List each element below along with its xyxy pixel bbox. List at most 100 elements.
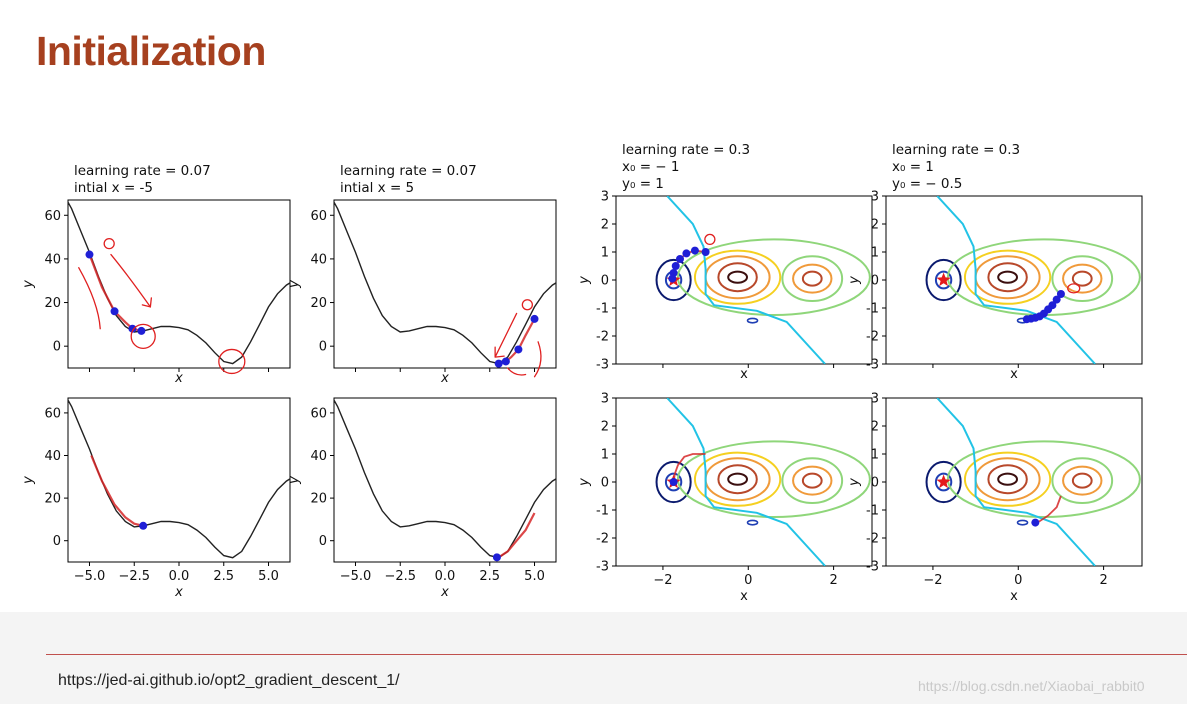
hand-annotation (494, 299, 542, 378)
iteration-point (701, 248, 710, 256)
x-tick-label: 2 (829, 573, 837, 588)
y-tick-label: 0 (319, 534, 327, 549)
y-tick-label: 0 (871, 274, 879, 289)
annotation-circle (103, 237, 115, 250)
contour-line (925, 460, 962, 504)
x-tick-label: 2.5 (479, 569, 500, 584)
y-tick-label: -3 (596, 358, 609, 373)
y-tick-label: -1 (596, 504, 609, 519)
x-axis-label: x (1010, 367, 1018, 382)
y-tick-label: 3 (871, 392, 879, 407)
figure-2d-contour-gradient-descent: learning rate = 0.3x₀ = − 1y₀ = 1-3-2-10… (577, 142, 1143, 604)
y-tick-label: 0 (601, 476, 609, 491)
x-tick-label: 0.0 (169, 569, 190, 584)
contour-line (936, 196, 1096, 364)
contour-line (781, 255, 844, 303)
contour-line (1062, 465, 1103, 496)
y-tick-label: 2 (871, 218, 879, 233)
y-tick-label: -3 (866, 358, 879, 373)
footer-divider (46, 654, 1187, 655)
y-axis-label: y (847, 478, 862, 487)
iteration-point (1022, 315, 1031, 324)
y-tick-label: 0 (601, 274, 609, 289)
plot-title-line: x₀ = 1 (892, 159, 934, 175)
plot-area (68, 399, 290, 559)
y-tick-label: 60 (310, 406, 327, 421)
iteration-point (492, 553, 501, 562)
x-tick-label: 5.0 (524, 569, 545, 584)
descent-path (672, 453, 706, 483)
x-tick-label: 0 (1014, 573, 1022, 588)
iteration-point (671, 262, 680, 270)
x-axis-label: x (740, 367, 748, 382)
plot-title-line: learning rate = 0.3 (622, 142, 750, 158)
contour-line (746, 317, 759, 324)
iteration-point (682, 249, 691, 258)
contour-line (717, 464, 758, 495)
plot-area (655, 398, 871, 566)
axes-frame (67, 199, 291, 369)
contour-line (1062, 263, 1103, 294)
x-axis-label: x (174, 371, 183, 386)
y-tick-label: 3 (601, 392, 609, 407)
y-tick-label: 2 (601, 218, 609, 233)
y-tick-label: -3 (596, 560, 609, 575)
hand-annotation (78, 237, 246, 375)
contour-line (676, 238, 871, 316)
annotation-circle (1067, 283, 1081, 294)
source-link[interactable]: https://jed-ai.github.io/opt2_gradient_d… (58, 672, 400, 689)
x-tick-label: −5.0 (74, 569, 106, 584)
contour-line (925, 258, 962, 302)
minimum-star-marker (936, 474, 951, 489)
y-tick-label: 2 (601, 420, 609, 435)
contour-line (801, 472, 823, 489)
y-tick-label: -1 (866, 504, 879, 519)
plot-title-line: y₀ = 1 (622, 176, 664, 192)
subplot-p5: learning rate = 0.3x₀ = − 1y₀ = 1 -3 -2 -1 0… (577, 142, 873, 382)
y-tick-label: 0 (53, 534, 61, 549)
x-tick-label: 5.0 (258, 569, 279, 584)
contour-line (963, 451, 1052, 507)
annotation-circle (130, 323, 156, 350)
contour-line (655, 258, 692, 302)
x-axis-label: x (740, 589, 748, 604)
contour-line (934, 270, 953, 290)
contour-line (717, 262, 758, 293)
x-tick-label: −2 (653, 573, 672, 588)
y-axis-label: y (287, 476, 302, 485)
contour-line (792, 263, 833, 294)
iteration-point (494, 359, 503, 368)
subplot-p3: 0 20 40 60 −5.0 −2.5 0.0 2.5 5.0 x y (21, 397, 291, 600)
y-tick-label: 40 (44, 252, 61, 267)
y-tick-label: 0 (871, 476, 879, 491)
contour-line (963, 249, 1052, 305)
contour-line (666, 398, 826, 566)
figure-1d-gradient-descent: learning rate = 0.07 intial x = -5 0 20 40 6… (21, 163, 557, 600)
y-axis-label: y (21, 476, 36, 485)
minimum-star-marker (936, 272, 951, 287)
axes-frame (333, 199, 557, 369)
y-tick-label: 3 (601, 190, 609, 205)
iteration-point (1052, 295, 1061, 304)
contour-line (997, 270, 1018, 284)
hand-annotation (1067, 283, 1081, 294)
plot-title-line: learning rate = 0.3 (892, 142, 1020, 158)
x-tick-label: −2.5 (118, 569, 150, 584)
y-tick-label: 1 (871, 448, 879, 463)
iteration-point (139, 521, 148, 530)
y-axis-label: y (577, 478, 592, 487)
slide-footer-background (0, 612, 1187, 704)
function-curve (334, 399, 556, 559)
descent-path (498, 512, 536, 559)
axes-frame (615, 195, 873, 365)
watermark: https://blog.csdn.net/Xiaobai_rabbit0 (918, 678, 1145, 694)
plot-area (925, 398, 1141, 566)
contour-line (936, 398, 1096, 566)
subplot-p4: 0 20 40 60 −5.0 −2.5 0.0 2.5 5.0 x y (287, 397, 557, 600)
y-tick-label: 20 (44, 296, 61, 311)
plot-area (334, 399, 556, 562)
contour-line (1071, 270, 1093, 287)
iteration-point (669, 478, 678, 486)
contour-line (934, 472, 953, 492)
x-axis-label: x (1010, 589, 1018, 604)
